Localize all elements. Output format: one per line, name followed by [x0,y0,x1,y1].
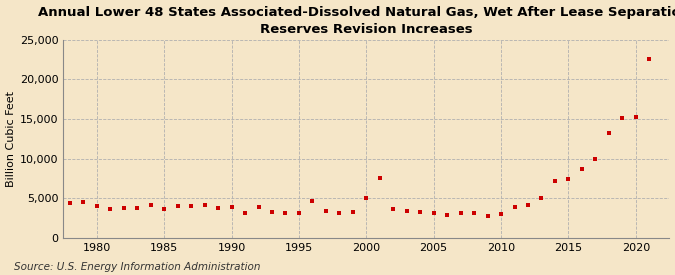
Point [549,179,560,183]
Point [65,201,76,205]
Point [51,202,62,207]
Point [280,210,291,215]
Point [78,200,89,205]
Point [402,209,412,213]
Point [186,204,196,208]
Point [468,211,479,216]
Y-axis label: Billion Cubic Feet: Billion Cubic Feet [5,91,16,187]
Title: Annual Lower 48 States Associated-Dissolved Natural Gas, Wet After Lease Separat: Annual Lower 48 States Associated-Dissol… [38,6,675,35]
Point [145,202,156,207]
Point [388,207,399,211]
Point [428,210,439,215]
Point [226,205,237,209]
Point [495,212,506,216]
Point [617,116,628,120]
Point [307,199,318,203]
Point [240,211,250,216]
Point [118,206,129,210]
Point [253,205,264,209]
Point [563,176,574,181]
Point [603,131,614,135]
Point [92,204,103,208]
Point [361,196,372,200]
Point [590,156,601,161]
Text: Source: U.S. Energy Information Administration: Source: U.S. Energy Information Administ… [14,262,260,272]
Point [294,211,304,216]
Point [267,210,277,214]
Point [199,202,210,207]
Point [441,213,452,217]
Point [348,210,358,214]
Point [321,209,331,213]
Point [105,207,115,212]
Point [522,202,533,207]
Point [172,203,183,208]
Point [482,214,493,218]
Point [375,175,385,180]
Point [132,206,142,210]
Point [630,115,641,120]
Point [213,206,223,210]
Point [415,210,426,214]
Point [509,205,520,209]
Point [334,210,345,215]
Point [644,57,655,62]
Point [536,196,547,200]
Point [159,207,169,211]
Point [455,210,466,215]
Point [576,167,587,171]
